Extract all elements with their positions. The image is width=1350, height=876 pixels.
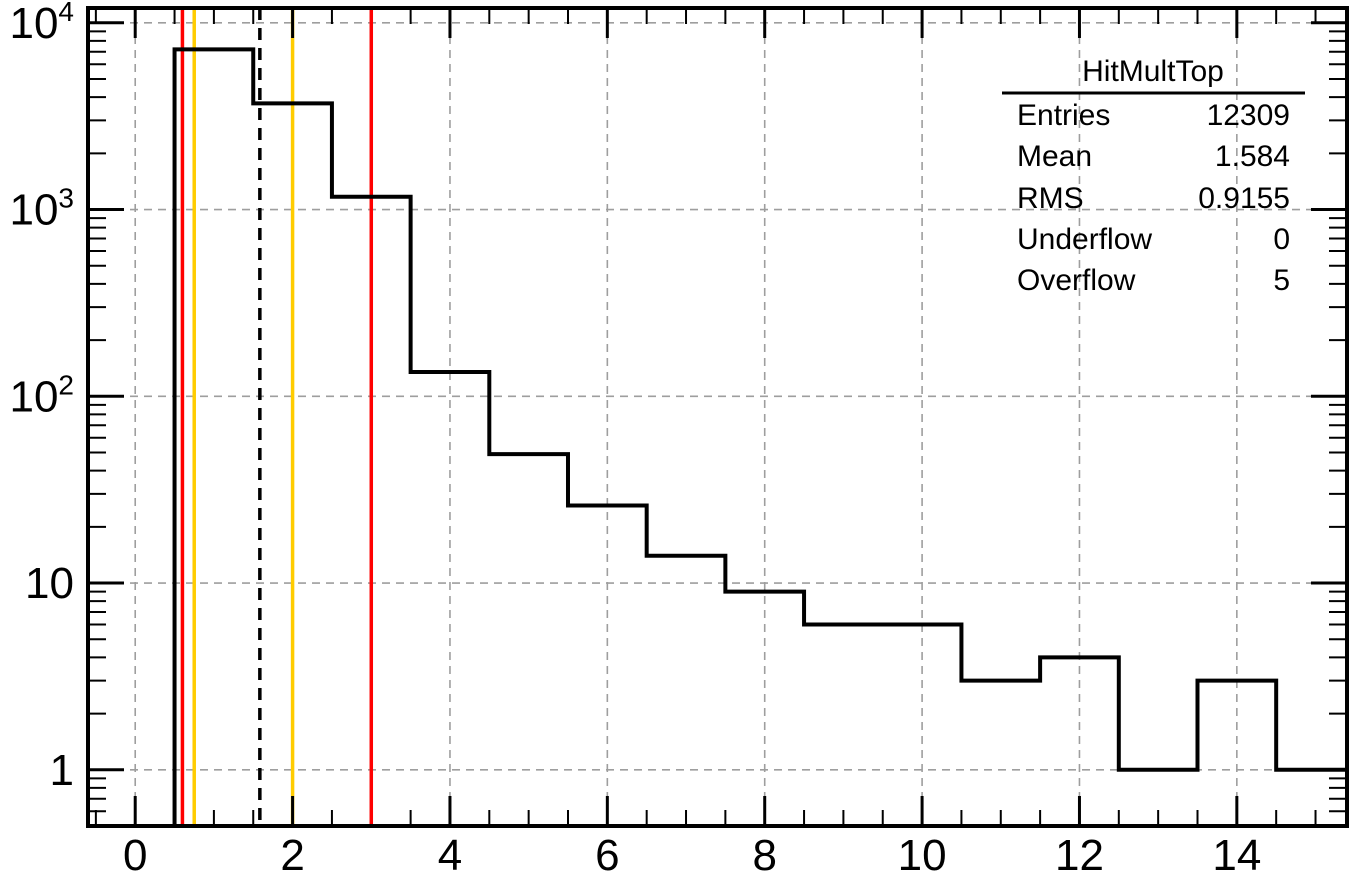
stats-label-overflow: Overflow bbox=[1017, 264, 1136, 297]
stats-title: HitMultTop bbox=[1082, 55, 1224, 88]
histogram-outline bbox=[172, 47, 1347, 826]
stats-label-entries: Entries bbox=[1017, 99, 1110, 132]
y-tick-label: 102 bbox=[9, 369, 74, 421]
x-tick-label: 10 bbox=[898, 831, 947, 876]
plot-frame bbox=[86, 6, 1349, 828]
stats-value-entries: 12309 bbox=[1207, 99, 1290, 132]
minor-tick-layer bbox=[88, 8, 1347, 827]
x-tick-labels: 0 2 4 6 8 10 12 14 bbox=[123, 831, 1261, 876]
x-tick-label: 0 bbox=[123, 831, 147, 876]
y-tick-label: 103 bbox=[9, 183, 74, 235]
stats-value-underflow: 0 bbox=[1273, 223, 1290, 256]
x-tick-label: 14 bbox=[1212, 831, 1261, 876]
x-tick-label: 6 bbox=[595, 831, 619, 876]
x-tick-label: 2 bbox=[280, 831, 304, 876]
vertical-marker-lines bbox=[180, 8, 374, 826]
grid-layer bbox=[88, 8, 1347, 826]
major-tick-layer bbox=[88, 8, 1347, 826]
y-tick-label: 10 bbox=[25, 559, 74, 608]
x-tick-label: 12 bbox=[1055, 831, 1104, 876]
y-tick-labels: 1 10 102 103 104 bbox=[9, 0, 74, 795]
y-tick-label: 1 bbox=[50, 746, 74, 795]
stats-value-overflow: 5 bbox=[1273, 264, 1290, 297]
stats-box: HitMultTop Entries 12309 Mean 1.584 RMS … bbox=[1002, 55, 1305, 297]
y-tick-label: 104 bbox=[9, 0, 74, 48]
stats-value-rms: 0.9155 bbox=[1198, 182, 1290, 215]
x-tick-label: 4 bbox=[438, 831, 462, 876]
x-tick-label: 8 bbox=[752, 831, 776, 876]
stats-label-underflow: Underflow bbox=[1017, 223, 1152, 256]
stats-label-rms: RMS bbox=[1017, 182, 1084, 215]
stats-value-mean: 1.584 bbox=[1215, 140, 1290, 173]
stats-label-mean: Mean bbox=[1017, 140, 1092, 173]
